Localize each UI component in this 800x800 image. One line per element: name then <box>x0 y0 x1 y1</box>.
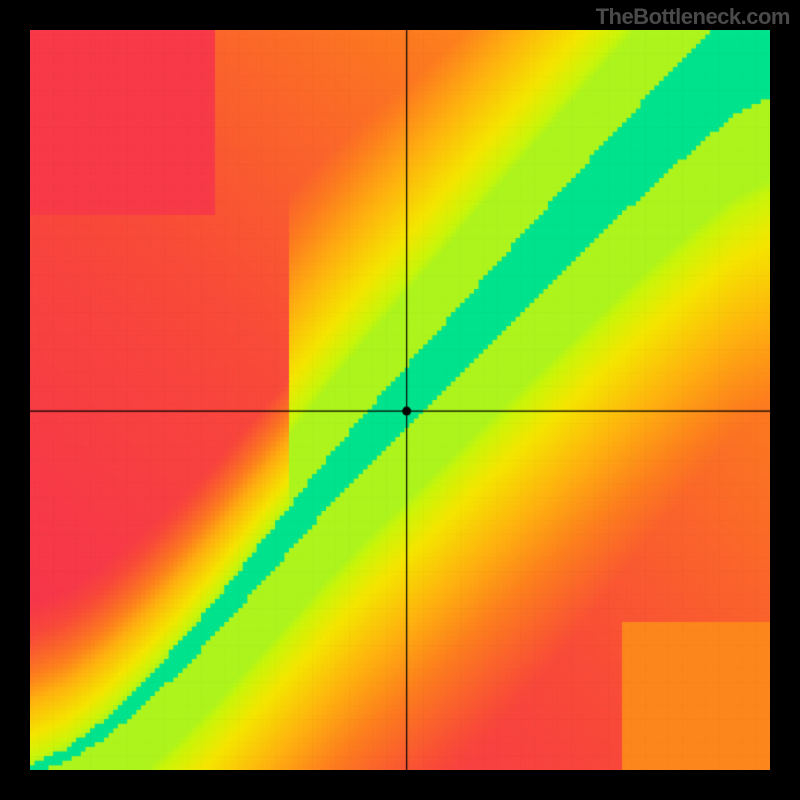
chart-frame: TheBottleneck.com <box>0 0 800 800</box>
watermark-label: TheBottleneck.com <box>596 4 790 30</box>
bottleneck-heatmap <box>30 30 770 770</box>
